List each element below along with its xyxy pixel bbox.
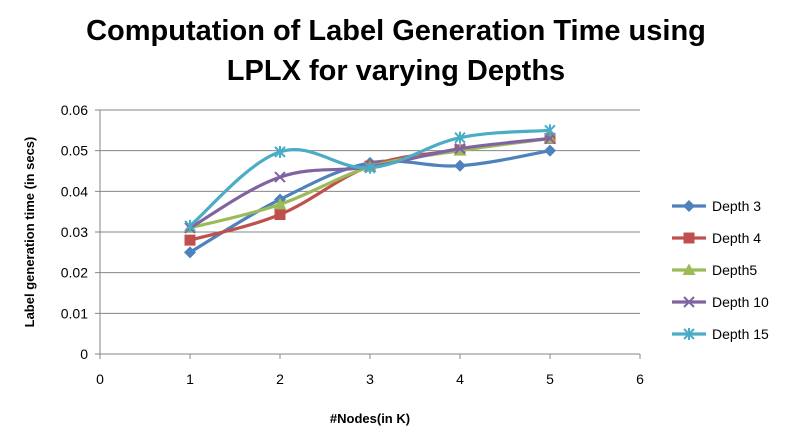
data-point-square bbox=[184, 234, 196, 246]
data-point-diamond bbox=[683, 200, 695, 212]
legend: Depth 3 Depth 4 Depth5 Depth 10 Depth 15 bbox=[672, 198, 769, 342]
y-tick-label: 0.04 bbox=[61, 183, 88, 199]
x-tick-label: 1 bbox=[186, 371, 194, 387]
series-line bbox=[188, 136, 552, 242]
series-depth5 bbox=[183, 131, 557, 233]
data-point-star bbox=[683, 328, 695, 340]
data-point-square bbox=[274, 209, 286, 221]
series-depth-4 bbox=[184, 132, 556, 246]
series-depth-10 bbox=[184, 132, 556, 234]
legend-label: Depth 10 bbox=[712, 294, 769, 310]
data-point-x bbox=[274, 171, 286, 183]
axes bbox=[95, 109, 641, 359]
y-tick-label: 0.06 bbox=[61, 102, 88, 118]
legend-item: Depth 4 bbox=[672, 230, 761, 246]
data-point-x bbox=[454, 142, 466, 155]
data-point-x-stroke bbox=[454, 142, 466, 155]
data-point-triangle bbox=[273, 197, 287, 210]
data-point-diamond bbox=[184, 246, 196, 259]
series-depth-15 bbox=[184, 124, 556, 232]
legend-label: Depth 3 bbox=[712, 198, 761, 214]
data-point-x-stroke bbox=[274, 171, 286, 183]
y-tick-label: 0.02 bbox=[61, 265, 88, 281]
y-tick-label: 0 bbox=[80, 346, 88, 362]
legend-label: Depth 4 bbox=[712, 230, 761, 246]
y-tick-label: 0.05 bbox=[61, 143, 88, 159]
data-point-x-stroke bbox=[683, 296, 695, 308]
x-tick-labels: 0 1 2 3 4 5 6 bbox=[96, 371, 644, 387]
legend-item: Depth5 bbox=[672, 262, 757, 278]
y-tick-labels: 0 0.01 0.02 0.03 0.04 0.05 0.06 bbox=[61, 102, 88, 362]
chart-title-line2: LPLX for varying Depths bbox=[227, 55, 565, 87]
x-axis-title: #Nodes(in K) bbox=[330, 411, 410, 426]
legend-label: Depth 15 bbox=[712, 326, 769, 342]
data-point-star bbox=[184, 219, 196, 232]
data-point-diamond bbox=[544, 144, 556, 157]
data-point-star bbox=[544, 124, 556, 137]
y-axis-title: Label generation time (in secs) bbox=[22, 137, 37, 328]
gridlines bbox=[100, 109, 640, 314]
x-tick-label: 2 bbox=[276, 371, 284, 387]
chart-title-line1: Computation of Label Generation Time usi… bbox=[86, 15, 706, 47]
data-point-diamond bbox=[454, 159, 466, 172]
data-point-star bbox=[274, 145, 286, 158]
x-tick-label: 0 bbox=[96, 371, 104, 387]
x-tick-label: 6 bbox=[636, 371, 644, 387]
series-lines bbox=[183, 124, 557, 259]
data-point-star bbox=[454, 131, 466, 144]
data-point-star bbox=[364, 161, 376, 174]
y-tick-label: 0.01 bbox=[61, 305, 88, 321]
data-point-square bbox=[683, 232, 695, 244]
legend-item: Depth 3 bbox=[672, 198, 761, 214]
data-point-triangle bbox=[682, 263, 696, 275]
x-tick-label: 4 bbox=[456, 371, 464, 387]
legend-item: Depth 10 bbox=[672, 294, 769, 310]
data-point-x-stroke bbox=[544, 132, 556, 145]
series-line bbox=[188, 136, 552, 230]
legend-label: Depth5 bbox=[712, 262, 757, 278]
x-tick-label: 3 bbox=[366, 371, 374, 387]
x-tick-label: 5 bbox=[546, 371, 554, 387]
y-tick-label: 0.03 bbox=[61, 224, 88, 240]
data-point-x bbox=[544, 132, 556, 145]
legend-item: Depth 15 bbox=[672, 326, 769, 342]
data-point-x bbox=[683, 296, 695, 308]
